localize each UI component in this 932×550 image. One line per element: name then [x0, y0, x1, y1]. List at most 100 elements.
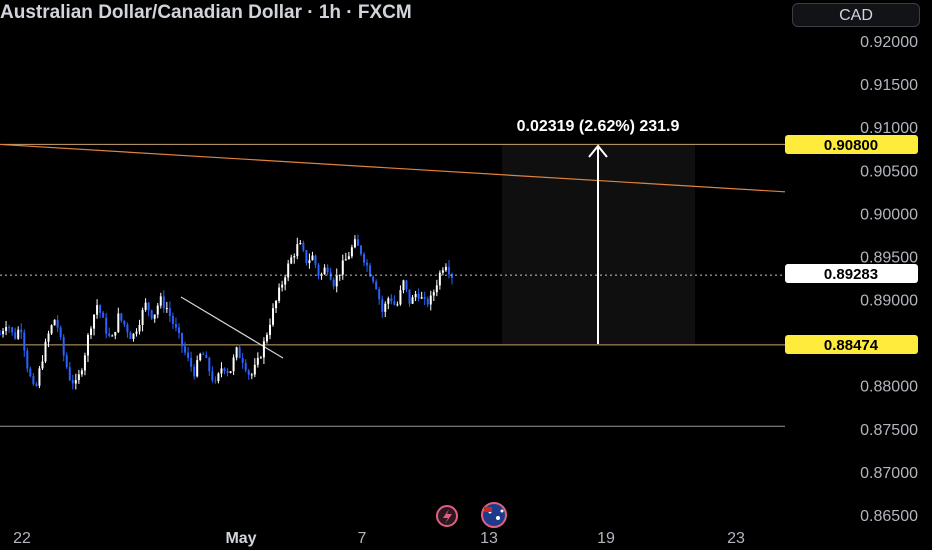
candle-body: [314, 255, 317, 265]
candle-body: [177, 327, 180, 334]
candle-body: [190, 357, 193, 367]
lightning-icon: [443, 509, 452, 524]
candle-body: [323, 267, 326, 275]
candle-body: [341, 260, 344, 275]
candle-body: [411, 297, 414, 304]
candle-body: [90, 328, 93, 335]
candle-body: [247, 370, 250, 375]
candle-body: [226, 370, 229, 373]
measure-label: 0.02319 (2.62%) 231.9: [517, 118, 680, 135]
candle-body: [68, 367, 71, 381]
x-tick-label: May: [225, 530, 256, 547]
trendline[interactable]: [0, 143, 786, 193]
candle-body: [208, 357, 211, 372]
candle-body: [83, 355, 86, 371]
candle-body: [23, 332, 26, 351]
candle-body: [135, 331, 138, 334]
economic-events[interactable]: [436, 502, 507, 528]
y-tick-label: 0.87000: [860, 465, 918, 482]
candle-body: [11, 327, 14, 333]
candle-body: [378, 289, 381, 300]
candle-body: [287, 263, 290, 278]
candle-body: [344, 259, 347, 261]
candle-body: [187, 352, 190, 358]
candle-body: [272, 308, 275, 325]
candle-body: [238, 347, 241, 359]
candle-body: [262, 341, 265, 358]
candle-body: [93, 314, 96, 329]
candle-body: [293, 256, 296, 258]
candle-body: [141, 309, 144, 326]
candle-body: [114, 332, 117, 336]
candle-body: [138, 325, 141, 332]
candle-body: [423, 297, 426, 299]
candle-body: [65, 355, 68, 368]
candle-body: [184, 346, 187, 353]
y-tick-label: 0.87500: [860, 422, 918, 439]
horizontal-levels: [0, 143, 785, 427]
candle-body: [366, 262, 369, 266]
candle-body: [74, 380, 77, 384]
candle-body: [435, 285, 438, 293]
candle-body: [405, 280, 408, 290]
x-tick-label: 22: [13, 530, 31, 547]
candle-body: [372, 276, 375, 282]
candle-body: [329, 272, 332, 280]
currency-button[interactable]: CAD: [792, 3, 920, 27]
candle-body: [275, 300, 278, 309]
candle-body: [71, 380, 74, 384]
candle-body: [447, 266, 450, 275]
y-tick-label: 0.91500: [860, 77, 918, 94]
price-tag-current: 0.89283: [785, 264, 918, 283]
candle-body: [384, 303, 387, 312]
minor-trendline[interactable]: [180, 296, 284, 359]
candle-body: [444, 266, 447, 271]
candle-body: [393, 301, 396, 305]
candle-body: [417, 293, 420, 299]
candle-body: [408, 289, 411, 304]
measure-arrow-head: [588, 144, 608, 158]
candle-body: [156, 305, 159, 315]
candle-body: [144, 302, 147, 310]
candle-body: [220, 368, 223, 374]
candle-body: [181, 333, 184, 347]
candle-body: [241, 358, 244, 363]
candle-body: [259, 357, 262, 359]
candle-body: [174, 323, 177, 328]
y-tick-label: 0.89500: [860, 249, 918, 266]
candle-body: [14, 332, 17, 339]
candle-body: [5, 327, 8, 332]
candle-body: [80, 370, 83, 375]
candle-body: [44, 341, 47, 362]
price-tag-lower: 0.88474: [785, 335, 918, 354]
candle-body: [165, 308, 168, 310]
candle-body: [117, 313, 120, 333]
candle-body: [326, 267, 329, 273]
flag-star-icon: [496, 516, 500, 520]
candle-body: [356, 239, 359, 246]
candle-body: [399, 290, 402, 305]
candle-body: [281, 284, 284, 288]
candle-body: [353, 239, 356, 248]
candle-body: [381, 299, 384, 312]
candle-body: [111, 335, 114, 337]
y-tick-label: 0.89000: [860, 293, 918, 310]
candle-body: [390, 298, 393, 302]
candle-body: [432, 292, 435, 296]
candle-body: [253, 364, 256, 375]
candle-body: [359, 245, 362, 255]
candle-body: [162, 296, 165, 309]
x-tick-label: 7: [358, 530, 367, 547]
candle-body: [350, 247, 353, 257]
candle-body: [50, 325, 53, 334]
candle-body: [105, 317, 108, 334]
candle-body: [96, 305, 99, 315]
candle-body: [205, 354, 208, 358]
candle-body: [193, 366, 196, 377]
candle-body: [150, 310, 153, 319]
candle-body: [20, 329, 23, 333]
candle-body: [41, 361, 44, 369]
candle-body: [99, 305, 102, 313]
y-tick-label: 0.88000: [860, 379, 918, 396]
